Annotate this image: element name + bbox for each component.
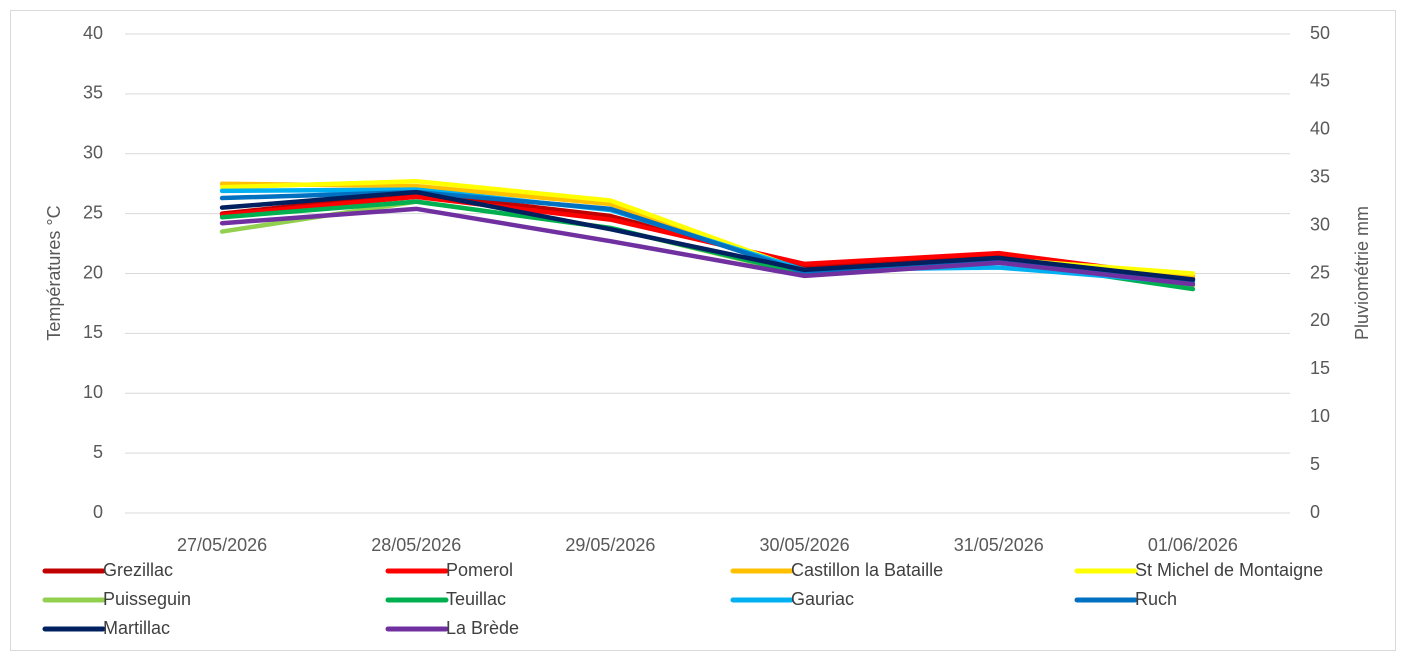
legend-label: Ruch [1135,589,1177,609]
y-tick-label: 0 [93,502,103,522]
series-line [219,199,1196,292]
y2-tick-label: 10 [1310,406,1330,426]
chart-border [10,10,1396,651]
legend-label: Martillac [103,618,170,638]
x-tick-label: 27/05/2026 [177,535,267,555]
y2-tick-label: 35 [1310,166,1330,186]
legend-label: Teuillac [446,589,506,609]
y-tick-label: 20 [83,262,103,282]
y-tick-label: 5 [93,442,103,462]
y2-axis-label: Pluviométrie mm [1352,206,1372,340]
y-tick-label: 40 [83,23,103,43]
y2-tick-label: 5 [1310,454,1320,474]
series-line [219,206,1196,287]
y2-tick-label: 50 [1310,23,1330,43]
y2-tick-label: 15 [1310,358,1330,378]
series-line [219,189,1196,282]
legend-label: Puisseguin [103,589,191,609]
x-tick-label: 31/05/2026 [954,535,1044,555]
y2-tick-label: 40 [1310,119,1330,139]
y2-tick-label: 45 [1310,71,1330,91]
y-axis-label: Températures °C [44,205,64,340]
y2-tick-label: 0 [1310,502,1320,522]
x-tick-label: 29/05/2026 [565,535,655,555]
y-tick-label: 15 [83,322,103,342]
y2-tick-label: 30 [1310,214,1330,234]
x-tick-label: 28/05/2026 [371,535,461,555]
legend-label: Pomerol [446,560,513,580]
y-tick-label: 30 [83,143,103,163]
y2-tick-label: 25 [1310,262,1330,282]
legend-label: La Brède [446,618,519,638]
x-tick-label: 30/05/2026 [760,535,850,555]
legend-label: Castillon la Bataille [791,560,943,580]
y-tick-label: 35 [83,83,103,103]
legend-label: Grezillac [103,560,173,580]
legend-label: Gauriac [791,589,854,609]
y-tick-label: 25 [83,202,103,222]
legend-label: St Michel de Montaigne [1135,560,1323,580]
y2-tick-label: 20 [1310,310,1330,330]
y-tick-label: 10 [83,382,103,402]
x-tick-label: 01/06/2026 [1148,535,1238,555]
